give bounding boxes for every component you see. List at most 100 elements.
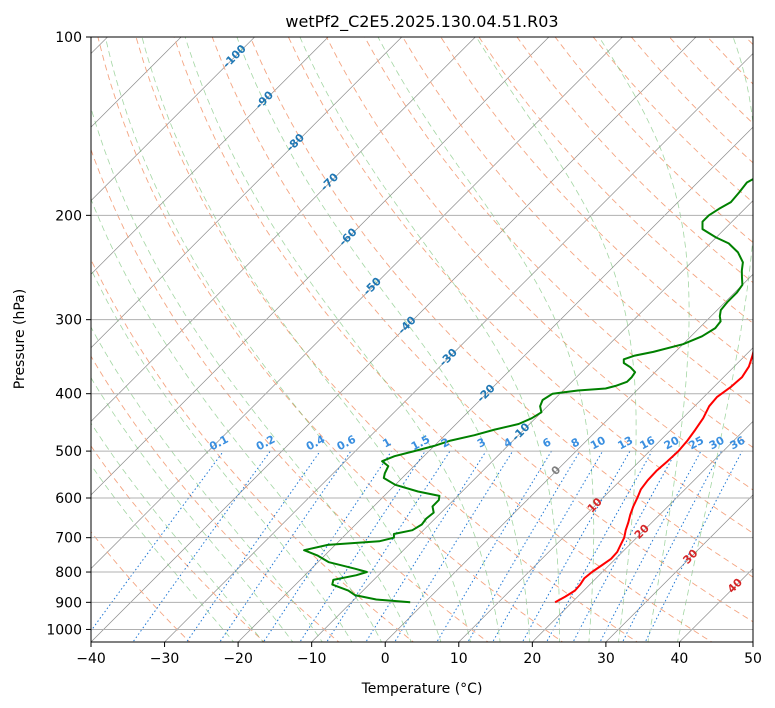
moist-adiabat-line [299, 37, 560, 642]
dry-adiabat-line [326, 37, 753, 491]
y-tick-label: 900 [55, 595, 82, 611]
moist-adiabat-line [91, 268, 353, 642]
x-tick-label: −40 [76, 651, 106, 667]
mixing-ratio-label: 0.4 [304, 433, 328, 454]
mixing-ratio-label: 13 [616, 434, 636, 453]
y-tick-label: 700 [55, 531, 82, 547]
moist-adiabat-line [475, 37, 637, 642]
dry-adiabat-line [745, 37, 753, 46]
moist-adiabat-line [91, 464, 235, 642]
x-tick-label: 20 [523, 651, 541, 667]
isotherm-line [91, 37, 623, 569]
isotherm-label: -60 [336, 225, 359, 248]
isotherm-line [91, 37, 256, 202]
isotherm-line [384, 273, 753, 642]
x-axis-ticks: −40 −30 −20 −10 0 10 20 30 40 50 [76, 642, 762, 667]
dry-adiabat-line [91, 355, 340, 642]
isotherm-label: -40 [395, 313, 418, 336]
isotherm-label: -10 [509, 420, 532, 443]
x-tick-label: 30 [597, 651, 615, 667]
isotherm-zero-label: 0 [549, 463, 564, 478]
dry-adiabat-line [287, 37, 753, 534]
isotherm-label: -100 [220, 42, 249, 71]
moist-adiabat-line [91, 422, 264, 642]
mixing-ratio-label: 0.1 [207, 433, 230, 454]
x-tick-label: −30 [150, 651, 180, 667]
dry-adiabat-line [478, 37, 753, 324]
dry-adiabat-line [135, 37, 639, 642]
isotherm-line [91, 37, 697, 642]
mixing-ratio-label: 8 [569, 435, 582, 450]
mixing-ratio-line [219, 450, 352, 642]
moist-adiabat-line [105, 37, 442, 642]
y-tick-label: 200 [55, 208, 82, 224]
mixing-ratio-label: 30 [707, 434, 727, 453]
mixing-ratio-label: 36 [728, 434, 748, 453]
dry-adiabat-line [516, 37, 753, 284]
y-axis-label: Pressure (hPa) [12, 289, 28, 389]
x-tick-label: 10 [450, 651, 468, 667]
isotherm-line [91, 37, 329, 275]
mixing-ratio-line [572, 450, 677, 642]
dry-adiabat-line [554, 37, 753, 244]
isotherm-line [752, 641, 753, 642]
x-tick-label: 40 [671, 651, 689, 667]
dry-adiabat-line [402, 37, 753, 407]
moist-adiabat-line [91, 106, 412, 642]
isotherm-label: -90 [253, 88, 276, 111]
moist-adiabat-line [91, 326, 323, 642]
moist-adiabat-line [377, 37, 595, 642]
y-tick-label: 1000 [46, 622, 82, 638]
dry-adiabat-line [440, 37, 753, 365]
y-tick-label: 600 [55, 491, 82, 507]
mixing-ratio-line [394, 450, 514, 642]
isotherm-label: -80 [284, 131, 307, 154]
isotherm-line [164, 53, 753, 642]
x-tick-label: 50 [744, 651, 762, 667]
dry-adiabat-line [249, 37, 753, 578]
dry-adiabat-line [364, 37, 753, 448]
temperature-profile-line [554, 348, 753, 604]
isotherm-label: -50 [361, 275, 384, 298]
mixing-ratio-label: 0.2 [254, 433, 277, 454]
mixing-ratio-line [599, 450, 702, 642]
mixing-ratio-line [436, 450, 552, 642]
moist-adiabat-line [91, 198, 383, 642]
mixing-ratio-label: 1 [380, 435, 393, 450]
mixing-ratio-line [365, 450, 487, 642]
isotherm-line [531, 420, 753, 642]
mixing-ratio-label: 0.6 [335, 433, 359, 454]
isotherm-label: 20 [632, 521, 652, 541]
isotherm-line [91, 37, 403, 349]
mixing-ratio-line [467, 450, 581, 642]
dry-adiabat-line [707, 37, 753, 85]
mixing-ratio-line [326, 450, 451, 642]
profiles [303, 177, 753, 604]
x-tick-label: −20 [223, 651, 253, 667]
pressure-grid [91, 37, 753, 630]
mixing-ratio-line [622, 450, 722, 642]
dry-adiabat-line [91, 258, 415, 642]
x-tick-label: −10 [297, 651, 327, 667]
y-axis-ticks: 100 200 300 400 500 600 700 800 900 1000 [46, 30, 91, 638]
dry-adiabat-line [173, 37, 713, 642]
mixing-ratio-label: 2 [439, 435, 452, 450]
dry-adiabat-line [91, 148, 489, 642]
isotherm-label: -30 [437, 346, 460, 369]
dry-adiabat-line [91, 445, 265, 642]
mixing-ratio-label: 25 [686, 434, 706, 453]
isotherm-label: -70 [318, 170, 341, 193]
isotherm-line [91, 37, 182, 128]
moist-adiabat-line [141, 37, 471, 642]
x-tick-label: 0 [381, 651, 390, 667]
plot-frame [90, 36, 754, 643]
mixing-ratio-label: 10 [588, 434, 608, 453]
x-axis-label: Temperature (°C) [361, 681, 483, 697]
isotherm-label: 40 [725, 576, 745, 596]
isotherm-label: 30 [680, 547, 700, 567]
mixing-ratio-line [262, 450, 392, 642]
background-lines [91, 37, 753, 642]
mixing-ratio-label: 20 [662, 434, 682, 453]
y-tick-label: 100 [55, 30, 82, 46]
y-tick-label: 400 [55, 387, 82, 403]
